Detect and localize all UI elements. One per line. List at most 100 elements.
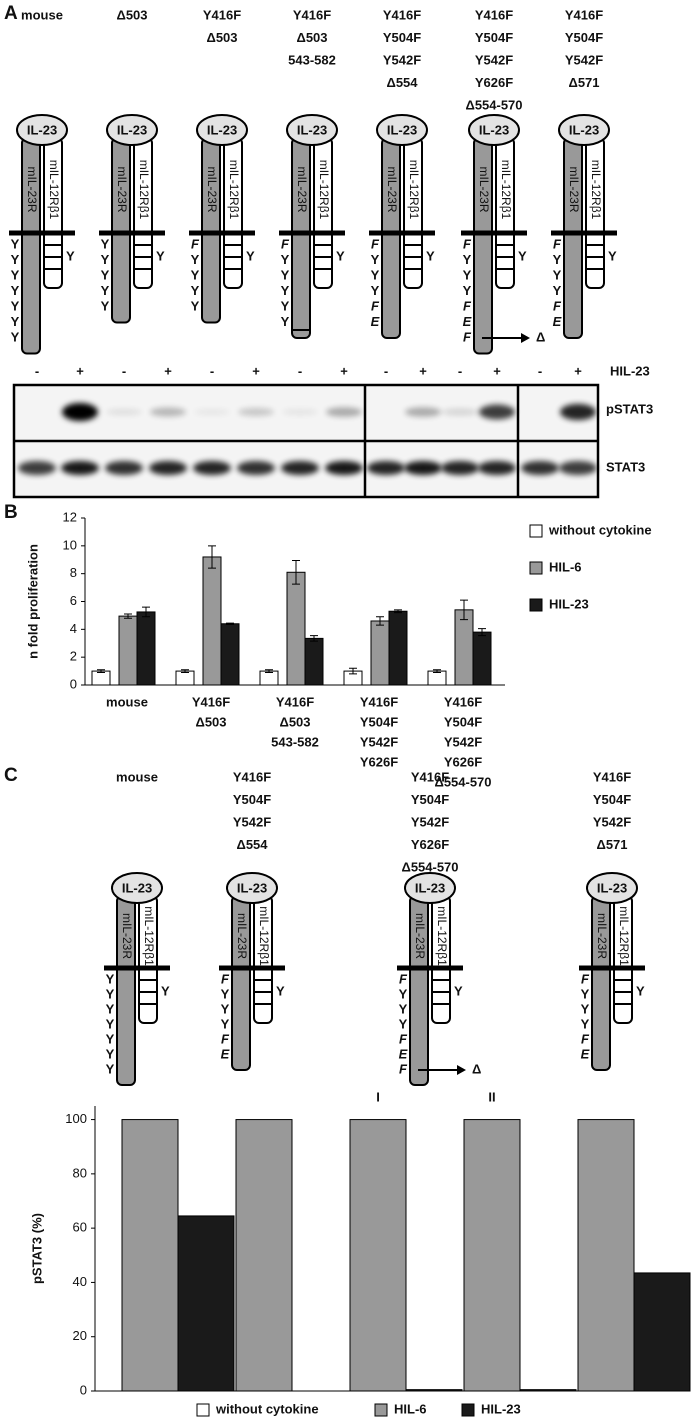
panel-letter: B bbox=[4, 502, 18, 523]
y-axis-label: n fold proliferation bbox=[25, 544, 40, 659]
blot-band bbox=[238, 407, 274, 417]
y-tick-label: 100 bbox=[65, 1111, 87, 1126]
residue: Y bbox=[371, 283, 380, 298]
residue: F bbox=[371, 298, 380, 313]
residue: Y bbox=[553, 252, 562, 267]
error-bar bbox=[460, 599, 468, 621]
panel-letter: C bbox=[4, 765, 18, 786]
receptor-label: mIL-23R bbox=[385, 166, 399, 212]
residue: E bbox=[399, 1046, 408, 1061]
lane-label: - bbox=[210, 363, 214, 378]
lane-label: + bbox=[419, 363, 427, 378]
coreceptor-label: mIL-12Rβ1 bbox=[499, 160, 513, 220]
legend-swatch bbox=[196, 1403, 210, 1417]
lane-label: + bbox=[493, 363, 501, 378]
ligand-label: IL-23 bbox=[117, 122, 147, 137]
error-bar bbox=[292, 559, 300, 585]
ligand bbox=[111, 872, 163, 904]
residue: Y bbox=[221, 1001, 230, 1016]
construct-label: Y416F bbox=[233, 769, 271, 784]
y-tick-label: 20 bbox=[73, 1328, 87, 1343]
residue: Y bbox=[106, 986, 115, 1001]
blot-band bbox=[478, 461, 516, 475]
annotation: II bbox=[488, 1089, 495, 1104]
blot-band bbox=[237, 461, 275, 475]
x-tick-label: Y416F bbox=[360, 694, 398, 709]
construct-label: Y416F bbox=[203, 7, 241, 22]
bar bbox=[454, 609, 474, 686]
residue: Y bbox=[553, 283, 562, 298]
error-bar bbox=[394, 609, 402, 614]
residue: Y bbox=[581, 986, 590, 1001]
receptor-label: mIL-23R bbox=[567, 166, 581, 212]
construct-label: Y416F bbox=[411, 769, 449, 784]
blot-band bbox=[521, 461, 559, 475]
residue: F bbox=[399, 1061, 408, 1076]
legend-label: HIL-6 bbox=[549, 559, 582, 574]
bar bbox=[220, 623, 240, 686]
x-tick-label: Y504F bbox=[360, 714, 398, 729]
bar bbox=[370, 620, 390, 686]
ligand bbox=[106, 114, 158, 146]
construct-label: Y504F bbox=[565, 30, 603, 45]
residue: Y bbox=[106, 1046, 115, 1061]
residue: Y bbox=[399, 1016, 408, 1031]
ligand-label: IL-23 bbox=[297, 122, 327, 137]
residue: Y bbox=[11, 252, 20, 267]
coreceptor-label: mIL-12Rβ1 bbox=[407, 160, 421, 220]
residue: E bbox=[581, 1046, 590, 1061]
y-tick-label: 40 bbox=[73, 1274, 87, 1289]
residue: Y bbox=[463, 283, 472, 298]
ligand-label: IL-23 bbox=[597, 880, 627, 895]
residue: Y bbox=[191, 283, 200, 298]
residue: F bbox=[399, 1031, 408, 1046]
construct-label: Y542F bbox=[593, 814, 631, 829]
legend-label: HIL-6 bbox=[394, 1401, 427, 1416]
blot-band bbox=[194, 408, 230, 416]
coreceptor-label: mIL-12Rβ1 bbox=[227, 160, 241, 220]
construct-label: Y626F bbox=[411, 837, 449, 852]
legend-swatch bbox=[461, 1403, 475, 1417]
residue: F bbox=[191, 236, 200, 251]
x-tick-label: Δ554-570 bbox=[434, 774, 491, 789]
panel-letter: A bbox=[4, 3, 18, 24]
y-tick-label: 10 bbox=[63, 537, 77, 552]
blot-band bbox=[326, 407, 362, 417]
residue: Y bbox=[11, 236, 20, 251]
x-tick-label: Δ503 bbox=[279, 714, 310, 729]
residue: Y bbox=[281, 314, 290, 329]
receptor-label: mIL-23R bbox=[413, 913, 427, 959]
lane-label: - bbox=[458, 363, 462, 378]
residue: Y bbox=[191, 267, 200, 282]
error-bar bbox=[376, 616, 384, 626]
ligand bbox=[286, 114, 338, 146]
coreceptor-residue: Y bbox=[608, 248, 617, 263]
legend-swatch bbox=[529, 561, 543, 575]
residue: Y bbox=[371, 267, 380, 282]
construct-label: Y504F bbox=[233, 792, 271, 807]
residue: F bbox=[221, 1031, 230, 1046]
legend-label: HIL-23 bbox=[549, 596, 589, 611]
blot-band bbox=[282, 408, 318, 416]
bar bbox=[633, 1272, 691, 1392]
residue: Y bbox=[281, 283, 290, 298]
residue: Y bbox=[221, 1016, 230, 1031]
lane-label: - bbox=[122, 363, 126, 378]
ligand bbox=[376, 114, 428, 146]
ligand-label: IL-23 bbox=[415, 880, 445, 895]
error-bar bbox=[97, 669, 105, 673]
ligand bbox=[226, 872, 278, 904]
residue: F bbox=[463, 329, 472, 344]
coreceptor-residue: Y bbox=[426, 248, 435, 263]
residue: Y bbox=[399, 986, 408, 1001]
blot-band bbox=[559, 461, 597, 475]
y-tick-label: 4 bbox=[70, 621, 77, 636]
residue: Y bbox=[106, 1001, 115, 1016]
construct-label: Y504F bbox=[475, 30, 513, 45]
bar bbox=[463, 1119, 521, 1392]
y-tick-label: 8 bbox=[70, 565, 77, 580]
construct-label: Δ554-570 bbox=[401, 859, 458, 874]
construct-label: Δ503 bbox=[296, 30, 327, 45]
bar bbox=[259, 670, 279, 686]
y-tick-label: 2 bbox=[70, 649, 77, 664]
